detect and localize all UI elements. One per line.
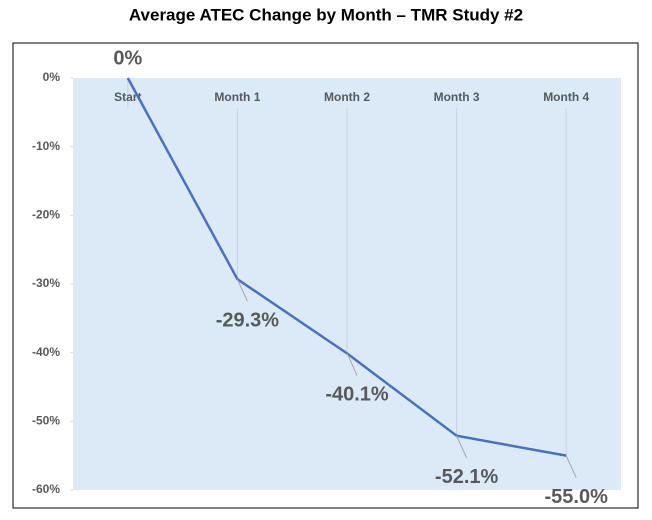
x-tick-label: Month 1 — [214, 90, 260, 104]
y-tick-label: -50% — [32, 414, 60, 428]
data-label: -40.1% — [325, 384, 389, 406]
data-label: 0% — [113, 47, 142, 69]
leader-line — [456, 435, 468, 458]
leader-line — [346, 353, 358, 376]
data-label: -55.0% — [545, 486, 609, 508]
x-tick-label: Month 4 — [543, 90, 589, 104]
data-label: -52.1% — [435, 466, 499, 488]
chart-border — [12, 42, 639, 509]
y-tick-label: 0% — [43, 70, 61, 84]
data-line — [126, 77, 567, 457]
leader-line — [236, 278, 248, 302]
leader-line — [565, 455, 577, 478]
data-label: -29.3% — [216, 309, 280, 331]
y-tick-label: -20% — [32, 208, 60, 222]
x-tick-label: Month 3 — [434, 90, 480, 104]
chart-title: Average ATEC Change by Month – TMR Study… — [129, 5, 523, 24]
x-tick-label: Start — [114, 90, 141, 104]
y-tick-label: -60% — [32, 482, 60, 496]
y-tick-label: -10% — [32, 139, 60, 153]
x-tick-label: Month 2 — [324, 90, 370, 104]
y-tick-label: -30% — [32, 276, 60, 290]
y-tick-label: -40% — [32, 345, 60, 359]
